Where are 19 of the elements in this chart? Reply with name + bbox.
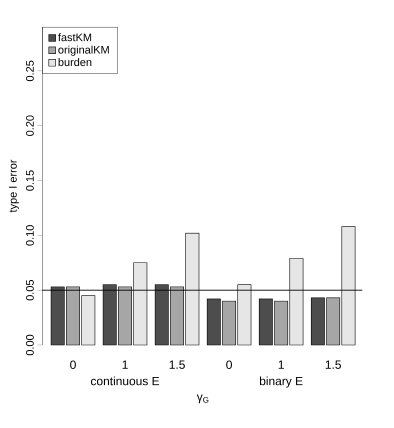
y-tick-label: 0.10	[26, 225, 34, 246]
legend-label: originalKM	[58, 46, 109, 56]
x-tick-label: 1	[122, 360, 128, 369]
legend-label: burden	[58, 58, 92, 66]
x-tick-label: 1	[278, 360, 284, 369]
y-axis-title: type I error	[9, 160, 19, 212]
x-tick-label: 1.5	[170, 360, 185, 369]
x-tick-label: 0	[226, 360, 232, 369]
y-tick-label: 0.20	[26, 115, 34, 136]
text: binary E	[260, 376, 303, 388]
y-tick-label: 0.25	[26, 60, 34, 82]
x-tick-label: 0	[70, 360, 76, 369]
y-tick-label: 0.00	[26, 334, 34, 356]
y-tick-label: 0.05	[26, 280, 34, 300]
legend-label: fastKM	[58, 33, 92, 42]
x-axis-title: γ$_{G}$	[196, 394, 208, 404]
x-tick-label: 1.5	[326, 360, 341, 369]
y-tick-label: 0.15	[26, 170, 34, 191]
text: continuous E	[90, 376, 160, 386]
